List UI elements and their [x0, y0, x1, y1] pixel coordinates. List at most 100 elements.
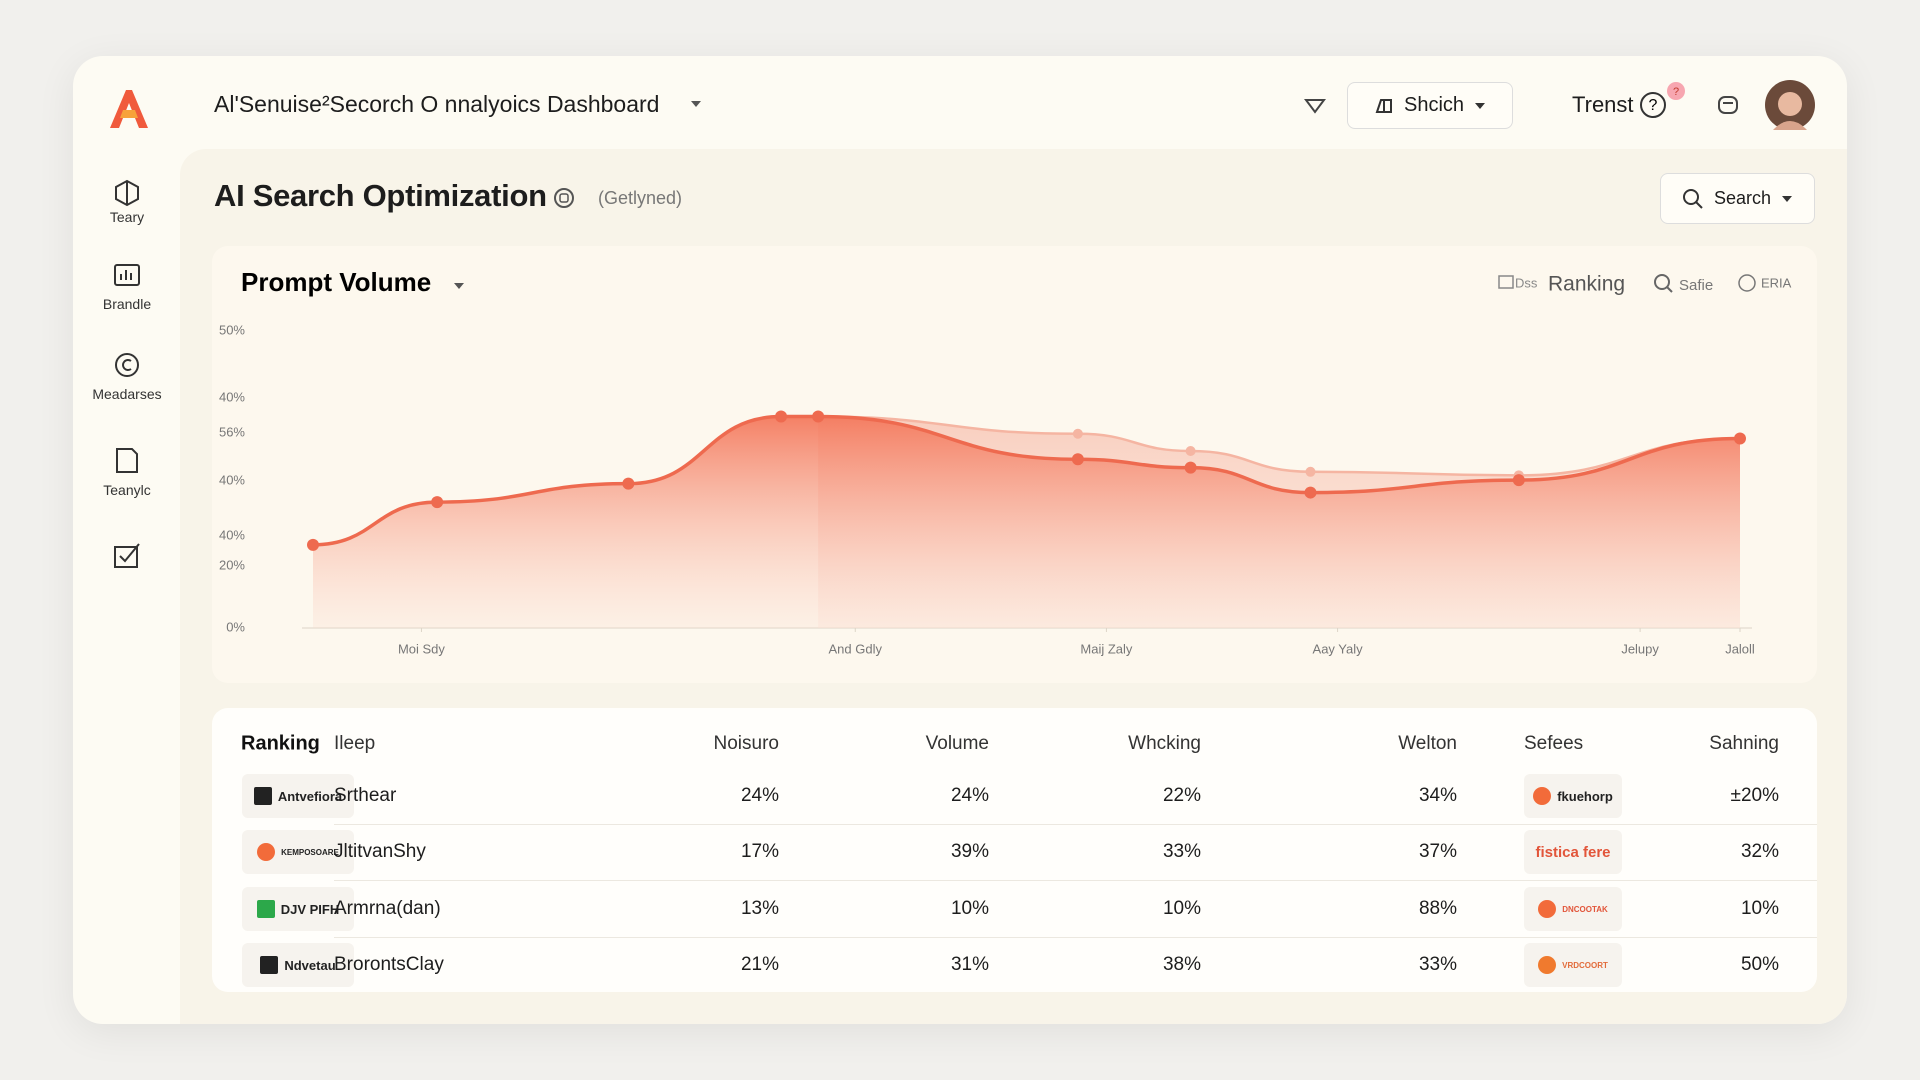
table-cell: 21%: [740, 954, 779, 975]
table-header: Noisuro: [713, 733, 779, 754]
table-cell: 50%: [1740, 954, 1779, 975]
y-axis-label: 40%: [219, 472, 245, 487]
area-line: [312, 414, 1741, 547]
logo-text: fkuehorp: [1557, 788, 1613, 804]
brand-logo: Ndvetau: [242, 943, 354, 987]
page-search-label: Search: [1713, 188, 1772, 208]
data-point: [1512, 474, 1525, 487]
sidebar-item[interactable]: Teary: [109, 209, 145, 225]
table-cell: 33%: [1162, 841, 1201, 862]
data-point: [812, 410, 825, 423]
x-tick-label: Aay Yaly: [1313, 641, 1364, 656]
app-logo[interactable]: [106, 86, 150, 130]
x-tick-label: Maij Zaly: [1080, 641, 1133, 656]
table-cell: 13%: [740, 898, 779, 919]
title-dropdown[interactable]: [689, 99, 703, 109]
y-axis-label: 56%: [219, 424, 245, 439]
data-point: [1304, 486, 1317, 499]
toolbar-item[interactable]: ERIA: [1761, 275, 1792, 290]
search-button-label: Shcich: [1403, 94, 1465, 116]
sidebar-item[interactable]: Brandle: [102, 296, 152, 312]
search-button-icon: [1375, 98, 1392, 113]
data-point: [431, 496, 444, 509]
logo-text: KEMPOSOARE: [281, 847, 339, 857]
table-cell: 10%: [1162, 898, 1201, 919]
logo-icon: [1538, 900, 1557, 918]
data-point: [307, 538, 319, 551]
y-tick-label: 0%: [226, 619, 245, 634]
filter-icon[interactable]: [1304, 97, 1326, 115]
toolbar-icon[interactable]: [1738, 274, 1756, 292]
table-header: Sahning: [1709, 733, 1779, 754]
table-header: Whcking: [1128, 733, 1201, 754]
search-button[interactable]: Shcich: [1347, 82, 1513, 129]
area-fill: [313, 416, 1740, 628]
table-header: Ranking: [241, 732, 320, 755]
table-cell: Srthear: [334, 785, 397, 806]
data-point: [622, 477, 635, 490]
x-tick-label: And Gdly: [829, 641, 883, 656]
y-axis-label: 40%: [219, 527, 245, 542]
table-cell: 10%: [950, 898, 989, 919]
table-cell: 38%: [1162, 954, 1201, 975]
data-point: [1072, 428, 1083, 439]
sidebar-icon[interactable]: [112, 262, 142, 290]
row-divider: [334, 824, 1817, 825]
data-point: [775, 410, 788, 423]
table-cell: 10%: [1740, 898, 1779, 919]
svg-text:?: ?: [1673, 86, 1679, 98]
help-icon[interactable]: ? ?: [1638, 82, 1688, 122]
logo-text: Antvefiora: [277, 788, 343, 804]
table-cell: BrorontsClay: [334, 954, 444, 975]
toolbar-item[interactable]: Safie: [1679, 277, 1713, 294]
toolbar-item[interactable]: Ranking: [1548, 273, 1625, 296]
sidebar-icon[interactable]: [112, 541, 142, 571]
source-logo: fistica fere: [1524, 830, 1622, 874]
chart-title-caret[interactable]: [454, 283, 464, 289]
logo-text: Ndvetau: [284, 957, 336, 973]
toolbar-icon[interactable]: [1498, 275, 1514, 289]
page-title: AI Search Optimization: [214, 178, 547, 213]
logo-icon: [1533, 787, 1552, 805]
table-cell: Armrna(dan): [334, 898, 441, 919]
table-cell: 88%: [1418, 898, 1457, 919]
sidebar-item[interactable]: Meadarses: [92, 386, 162, 402]
y-axis-label: 20%: [219, 557, 245, 572]
toolbar-item[interactable]: Dss: [1515, 275, 1538, 290]
sidebar-icon[interactable]: [112, 351, 142, 379]
data-point: [1305, 466, 1316, 477]
brand-logo: KEMPOSOARE: [242, 830, 354, 874]
data-point: [1734, 432, 1746, 445]
table-cell: 22%: [1162, 785, 1201, 806]
user-avatar[interactable]: [1765, 80, 1815, 130]
row-divider: [334, 937, 1817, 938]
table-header: Welton: [1398, 733, 1457, 754]
logo-icon: [260, 956, 279, 974]
sidebar-icon[interactable]: [112, 445, 142, 475]
info-icon[interactable]: [553, 187, 575, 209]
x-tick-label: Jelupy: [1621, 641, 1659, 656]
sidebar-icon[interactable]: [112, 179, 142, 207]
toolbar-icon[interactable]: [1654, 274, 1670, 290]
area-line: [818, 415, 1741, 477]
chart-card: Prompt Volume Dss Ranking Safie ERIA 50%…: [212, 246, 1817, 683]
row-divider: [334, 880, 1817, 881]
table-cell: 17%: [740, 841, 779, 862]
search-button-caret: [1475, 102, 1486, 109]
y-tick-label: 50%: [219, 322, 245, 337]
logo-icon: [256, 900, 275, 918]
logo-text: fistica fere: [1535, 843, 1611, 861]
table-cell: 39%: [950, 841, 989, 862]
page-search-caret: [1782, 195, 1793, 202]
sidebar-item[interactable]: Teanylc: [103, 482, 151, 498]
table-header: Ileep: [334, 733, 376, 754]
toolbar-icon: [1666, 286, 1673, 293]
user-label[interactable]: Trenst: [1572, 92, 1634, 117]
ranking-table: Ranking Ileep Noisuro Volume Whcking Welton Se…: [212, 708, 1817, 992]
table-header: Sefees: [1524, 733, 1584, 754]
data-point: [1071, 453, 1084, 466]
page-search[interactable]: Search: [1660, 173, 1815, 224]
table-cell: 31%: [950, 954, 989, 975]
notification-icon[interactable]: [1716, 93, 1740, 117]
